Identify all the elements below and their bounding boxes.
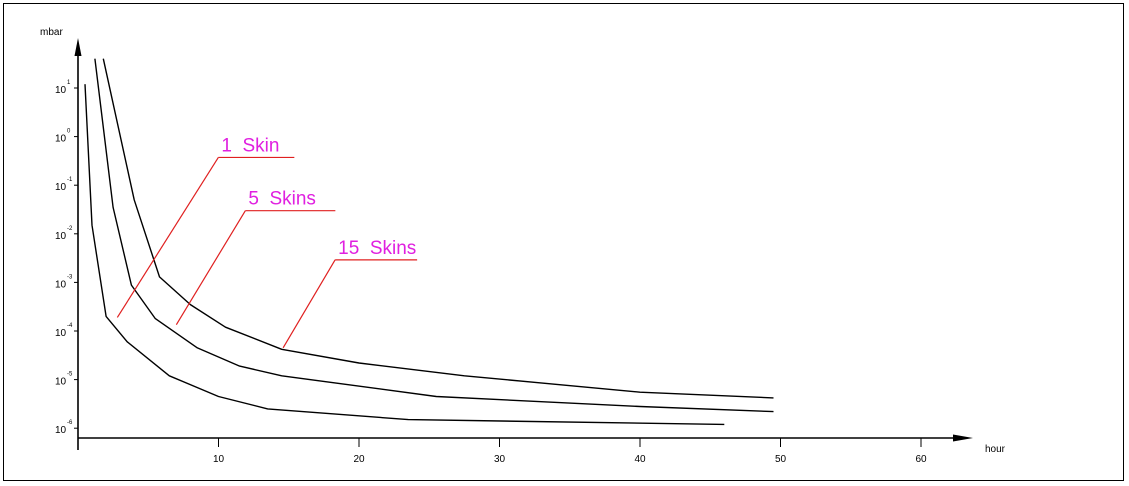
series-line-2 (94, 58, 774, 413)
y-axis-label: mbar (40, 27, 63, 38)
y-tick-label: 10 (55, 134, 67, 145)
y-tick-exponent: -1 (67, 177, 73, 183)
x-tick-label: 40 (634, 454, 646, 465)
x-axis-arrow (953, 434, 973, 442)
x-tick-label: 30 (494, 454, 506, 465)
annotation-label: 5 Skins (248, 189, 316, 210)
x-tick-label: 60 (915, 454, 927, 465)
y-tick-exponent: -4 (67, 323, 73, 329)
y-tick-exponent: -3 (67, 274, 73, 280)
chart-frame (3, 3, 1124, 481)
y-tick-label: 10 (55, 85, 67, 96)
series-line-3 (102, 58, 774, 399)
axes: 10 20 30 40 50 6010110010-110-210-310-410-510… (55, 38, 973, 465)
y-tick-exponent: 1 (67, 80, 71, 86)
x-axis-label: hour (985, 444, 1006, 455)
y-tick-exponent: 0 (67, 129, 71, 135)
y-tick-label: 10 (55, 328, 67, 339)
annotations: 1 Skin 5 Skins 15 Skins (116, 135, 418, 349)
annotation-leader (282, 259, 336, 349)
y-tick-label: 10 (55, 231, 67, 242)
y-tick-label: 10 (55, 425, 67, 436)
annotation-label: 15 Skins (338, 238, 416, 259)
x-tick-label: 10 (213, 454, 225, 465)
x-tick-label: 20 (353, 454, 365, 465)
y-tick-exponent: -2 (67, 226, 73, 232)
x-tick-label: 50 (775, 454, 787, 465)
y-tick-exponent: -5 (67, 372, 73, 378)
y-tick-label: 10 (55, 279, 67, 290)
annotation-label: 1 Skin (221, 135, 279, 156)
y-tick-label: 10 (55, 182, 67, 193)
series-line-1 (84, 84, 725, 426)
annotation-leader (116, 157, 219, 318)
annotation-leader (175, 210, 246, 325)
y-tick-exponent: -6 (67, 420, 73, 426)
y-axis-arrow (74, 38, 82, 56)
series-curves (84, 58, 774, 426)
y-tick-label: 10 (55, 377, 67, 388)
